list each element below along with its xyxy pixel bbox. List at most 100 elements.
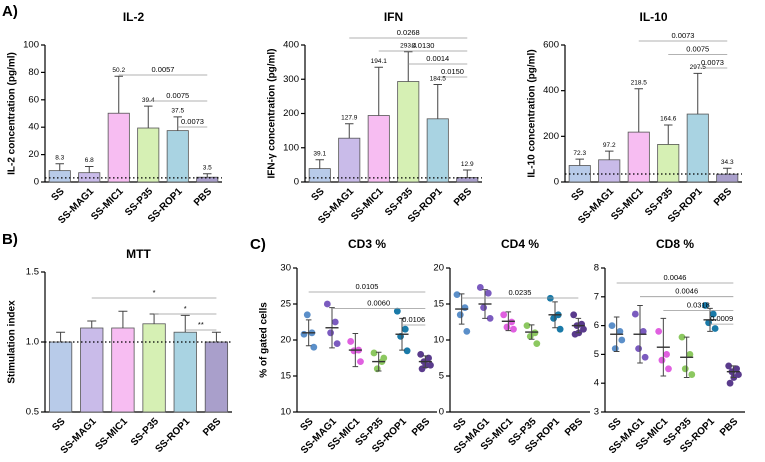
value-label: 50.2: [112, 67, 125, 74]
x-tick-label: SS: [298, 416, 315, 433]
chart-title: CD3 %: [348, 237, 386, 251]
data-point: [608, 322, 616, 329]
chart-title: CD8 %: [656, 237, 694, 251]
y-tick-label: 5: [594, 349, 599, 360]
significance-label: 0.0046: [664, 273, 687, 282]
y-tick-label: 20: [433, 263, 444, 274]
data-point: [658, 356, 666, 364]
value-label: 218.5: [631, 79, 648, 86]
data-point: [665, 365, 672, 373]
significance-label: 0.0105: [356, 282, 379, 291]
x-tick-label: SS-MIC1: [89, 186, 126, 223]
error-bar: [404, 51, 413, 82]
bar: [568, 165, 591, 183]
significance-label: 0.0150: [441, 67, 464, 76]
y-tick-label: 80: [28, 67, 39, 78]
y-tick-label: 5: [439, 371, 444, 382]
x-tick-label: PBS: [201, 416, 224, 439]
chart-title: IL-2: [123, 10, 145, 24]
bar: [397, 81, 420, 183]
y-tick-label: 10: [433, 335, 444, 346]
value-label: 37.5: [171, 108, 184, 115]
x-tick-label: SS: [50, 186, 67, 203]
chart-title: IFN: [384, 10, 403, 24]
significance-label: **: [198, 320, 204, 329]
data-point: [725, 362, 733, 370]
data-point: [480, 304, 487, 311]
y-tick-label: 1.0: [26, 337, 39, 348]
y-tick-label: 30: [280, 263, 291, 274]
y-tick-label: 0: [34, 177, 39, 188]
data-point: [641, 353, 649, 361]
y-tick-label: 15: [280, 371, 291, 382]
x-tick-label: PBS: [192, 186, 215, 209]
data-point: [333, 340, 341, 347]
bar: [426, 118, 449, 183]
data-point: [701, 302, 709, 309]
significance-label: 0.0060: [367, 298, 390, 307]
y-tick-label: 100: [283, 142, 299, 153]
y-tick-label: 20: [28, 149, 39, 160]
x-tick-label: SS-ROP1: [153, 416, 192, 455]
data-point: [310, 343, 318, 351]
y-tick-label: 4: [594, 378, 599, 389]
error-bar: [463, 169, 472, 178]
data-point: [510, 325, 517, 333]
error-bar: [114, 75, 123, 114]
significance-label: 0.0075: [166, 91, 189, 100]
x-tick-label: SS: [451, 416, 468, 433]
significance-label: 0.0009: [710, 314, 733, 323]
data-point: [709, 310, 717, 318]
chart-title: MTT: [126, 247, 151, 261]
data-point: [550, 315, 557, 322]
data-point: [476, 284, 484, 291]
data-point: [618, 336, 626, 344]
bar: [204, 341, 229, 413]
error-bar: [664, 124, 673, 145]
data-point: [508, 318, 515, 326]
data-point: [323, 300, 331, 308]
error-bar: [433, 84, 442, 119]
significance-label: 0.0268: [397, 28, 420, 37]
data-point: [639, 327, 647, 335]
error-bar: [85, 166, 94, 173]
data-point: [370, 349, 378, 357]
panel-label: A): [2, 3, 18, 20]
error-bar: [203, 173, 212, 178]
data-point: [533, 340, 541, 347]
data-point: [486, 315, 494, 322]
y-tick-label: 15: [433, 299, 444, 310]
error-bar: [144, 105, 153, 129]
error-bar: [56, 331, 66, 342]
value-label: 164.6: [660, 116, 677, 123]
chart-title: CD4 %: [501, 237, 539, 251]
bar: [716, 173, 739, 183]
bar: [137, 127, 160, 183]
y-axis-label: IL-10 concentration (pg/ml): [527, 49, 538, 177]
bar: [196, 176, 219, 183]
y-axis-label: IL-2 concentration (pg/ml): [7, 52, 18, 175]
y-axis-label: Stimulation index: [7, 300, 18, 384]
error-bar: [173, 116, 182, 131]
y-tick-label: 0: [294, 177, 299, 188]
y-tick-label: 25: [280, 299, 291, 310]
x-tick-label: PBS: [563, 416, 586, 439]
y-tick-label: 60: [28, 94, 39, 105]
data-point: [523, 322, 531, 329]
y-tick-label: 6: [594, 320, 599, 331]
data-point: [580, 325, 587, 333]
error-bar: [605, 150, 614, 160]
y-tick-label: 20: [280, 335, 291, 346]
bar: [308, 168, 331, 183]
data-point: [503, 323, 511, 331]
y-tick-label: 7: [594, 291, 599, 302]
y-tick-label: 300: [283, 74, 299, 85]
data-point: [456, 311, 464, 319]
data-point: [484, 289, 492, 297]
data-point: [726, 379, 734, 387]
x-tick-label: SS-MIC1: [609, 186, 646, 223]
value-label: 293.4: [400, 42, 417, 49]
error-bar: [180, 314, 190, 333]
data-point: [350, 347, 358, 355]
